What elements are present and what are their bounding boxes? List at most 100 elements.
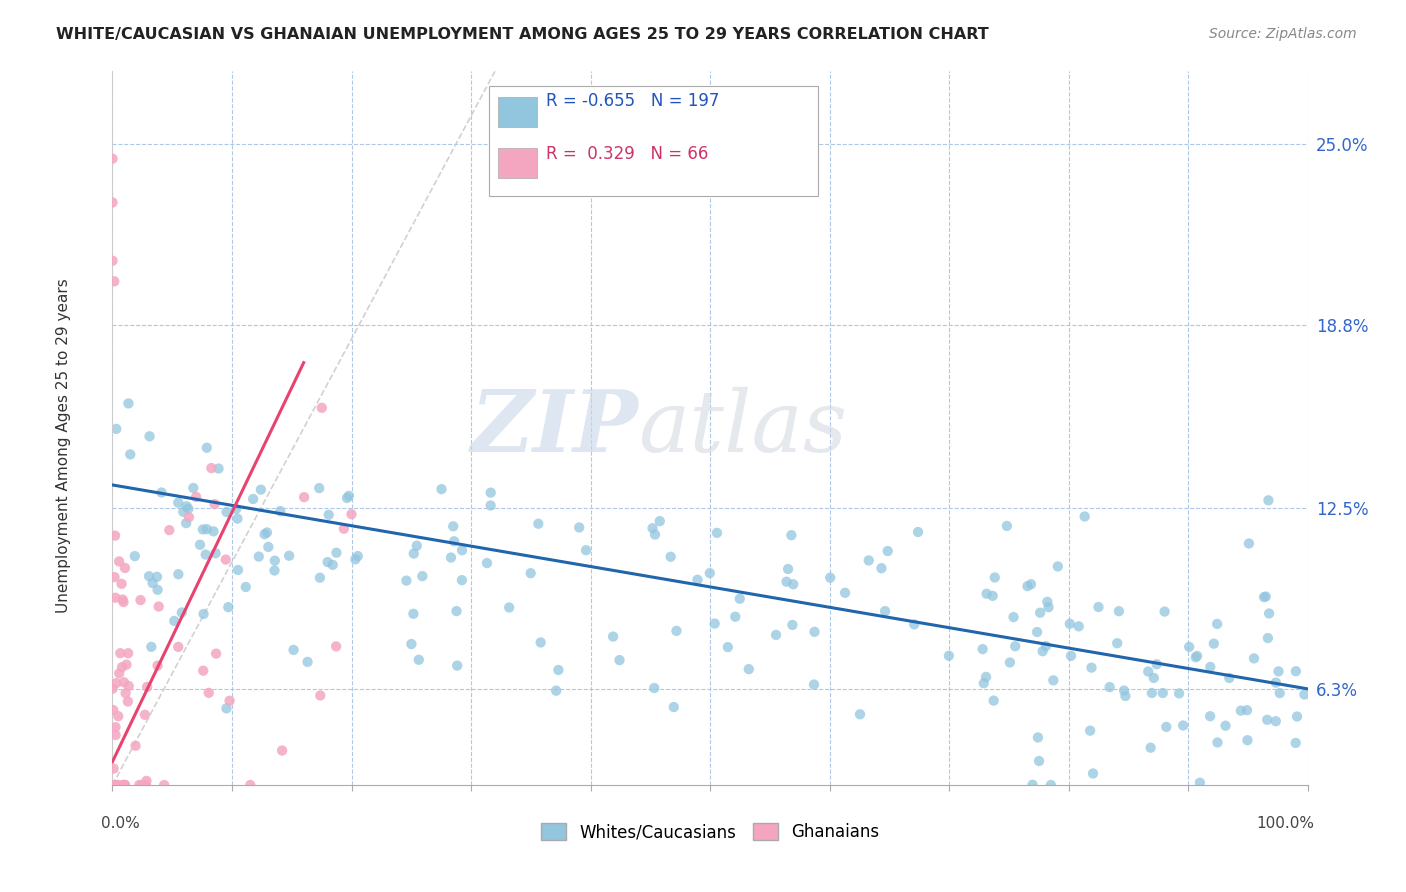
Point <box>938 648 960 663</box>
Point <box>253 527 276 541</box>
Point <box>104 591 127 605</box>
Point <box>765 628 787 642</box>
Point <box>1206 735 1229 749</box>
Point <box>235 580 257 594</box>
Point <box>202 524 225 539</box>
Point <box>172 505 194 519</box>
Point <box>1146 657 1168 672</box>
Point <box>803 624 825 639</box>
Point <box>103 570 125 584</box>
Point <box>283 643 305 657</box>
Point <box>1294 688 1316 702</box>
Point <box>112 778 135 792</box>
Point <box>135 778 157 792</box>
Point <box>134 707 156 722</box>
Point <box>218 694 240 708</box>
Point <box>411 569 433 583</box>
Point <box>215 505 238 519</box>
Point <box>818 571 841 585</box>
Point <box>972 642 994 657</box>
Point <box>1253 590 1275 604</box>
Point <box>170 606 193 620</box>
Point <box>1230 704 1253 718</box>
Point <box>1042 673 1064 688</box>
Point <box>1032 644 1054 658</box>
Point <box>197 686 219 700</box>
Point <box>114 561 136 575</box>
Point <box>1256 713 1278 727</box>
Point <box>1046 559 1069 574</box>
Point <box>1021 778 1043 792</box>
Point <box>870 561 893 575</box>
Point <box>1087 599 1109 614</box>
Point <box>1199 709 1222 723</box>
Point <box>1285 736 1308 750</box>
Point <box>205 647 228 661</box>
Point <box>440 550 463 565</box>
Point <box>103 703 125 717</box>
Point <box>1002 610 1025 624</box>
Point <box>984 570 1007 584</box>
Point <box>141 640 163 654</box>
Point <box>1028 754 1050 768</box>
Point <box>602 630 624 644</box>
Point <box>451 543 474 558</box>
Point <box>995 519 1018 533</box>
Point <box>105 676 128 690</box>
Point <box>110 646 132 660</box>
Point <box>215 552 238 566</box>
Point <box>308 481 330 495</box>
Point <box>1036 595 1059 609</box>
Point <box>983 693 1005 707</box>
Point <box>107 778 129 792</box>
Point <box>104 720 127 734</box>
Point <box>108 554 131 568</box>
Point <box>184 490 207 504</box>
Point <box>401 637 423 651</box>
Point <box>976 587 998 601</box>
Point <box>174 516 197 530</box>
Point <box>215 701 238 715</box>
Point <box>195 522 218 536</box>
Point <box>782 618 804 632</box>
Point <box>117 396 139 410</box>
Point <box>778 562 800 576</box>
Point <box>128 778 150 792</box>
Point <box>395 574 418 588</box>
Point <box>1153 605 1175 619</box>
Point <box>167 640 190 654</box>
Point <box>207 461 229 475</box>
Point <box>446 658 468 673</box>
Point <box>257 540 280 554</box>
Point <box>124 739 146 753</box>
Point <box>177 510 200 524</box>
Point <box>1029 606 1052 620</box>
Point <box>876 544 898 558</box>
Point <box>1236 733 1258 747</box>
Point <box>297 655 319 669</box>
Point <box>1139 740 1161 755</box>
Point <box>1184 650 1206 665</box>
Point <box>157 523 180 537</box>
Point <box>110 577 132 591</box>
Point <box>446 604 468 618</box>
Point <box>717 640 740 654</box>
Point <box>191 523 214 537</box>
Point <box>903 617 925 632</box>
Point <box>104 528 127 542</box>
Point <box>546 683 568 698</box>
Point <box>217 600 239 615</box>
Point <box>1156 720 1178 734</box>
Point <box>226 511 249 525</box>
Point <box>344 552 367 566</box>
Point <box>108 666 131 681</box>
Point <box>325 640 347 654</box>
Point <box>103 762 125 776</box>
Text: R = -0.655   N = 197: R = -0.655 N = 197 <box>547 93 720 111</box>
Point <box>117 646 139 660</box>
Text: 100.0%: 100.0% <box>1257 816 1315 831</box>
Point <box>1107 636 1129 650</box>
Point <box>193 664 215 678</box>
Point <box>124 549 146 563</box>
Point <box>402 607 425 621</box>
